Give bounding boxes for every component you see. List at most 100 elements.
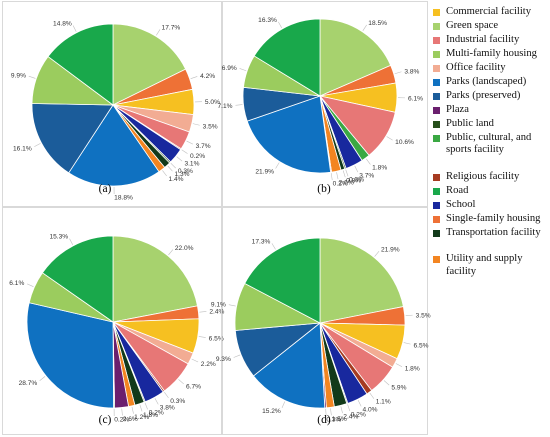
pie-slice-road (47, 23, 114, 106)
slice-data-label: 2.0% (339, 180, 354, 187)
pie-slice-parks-landscaped (26, 302, 114, 409)
slice-data-label: 3.1% (184, 160, 199, 167)
slice-data-label: 6.7% (186, 383, 201, 390)
slice-data-label: 0.2% (114, 416, 129, 423)
leader-line (235, 104, 243, 106)
leader-line (199, 311, 207, 313)
leader-line (34, 143, 41, 147)
leader-line (72, 25, 77, 32)
legend-swatch (433, 65, 440, 72)
slice-data-label: 4.0% (363, 407, 378, 414)
slice-data-label: 3.5% (203, 123, 218, 130)
leader-line (374, 250, 380, 257)
legend-item-school: School (433, 199, 550, 211)
leader-line (340, 406, 343, 414)
pie-chart-a: 17.7% 4.2% 5.0% 3.5% 3.7% 0.2%3.1%0.3%1.3%1.4… (2, 1, 223, 208)
slice-data-label: 10.6% (395, 139, 414, 146)
legend-swatch (433, 107, 440, 114)
slice-data-label: 3.7% (196, 143, 211, 150)
legend-label: Green space (446, 20, 499, 31)
legend-swatch (433, 121, 440, 128)
slice-data-label: 1.5% (332, 416, 347, 423)
panel-caption: (d) (317, 414, 331, 426)
slice-data-label: 1.8% (405, 366, 420, 373)
slice-data-label: 0.2% (149, 410, 164, 417)
leader-line (190, 76, 198, 79)
slice-data-label: 3.5% (416, 312, 431, 319)
pie-slice-green-space (112, 23, 187, 106)
slice-data-label: 6.9% (222, 65, 237, 72)
legend-swatch (433, 37, 440, 44)
leader-line (357, 399, 362, 407)
legend-swatch (433, 173, 440, 181)
legend-label: Industrial facility (446, 34, 520, 45)
slice-data-label: 5.0% (205, 99, 220, 106)
leader-line (186, 140, 194, 145)
pie-slice-parks-preserved (31, 103, 114, 174)
slice-data-label: 21.9% (255, 169, 274, 176)
leader-line (354, 165, 359, 173)
leader-line (144, 402, 148, 410)
pie-chart-b: 18.5% 3.8% 6.1% 10.6% 1.8%3.7%0.3%0.8%2.0%0.… (217, 1, 428, 208)
legend-label: Multi-family housing (446, 48, 537, 59)
legend-swatch (433, 215, 440, 223)
leader-line (164, 392, 169, 399)
legend-label: School (446, 198, 476, 210)
leader-line (228, 304, 236, 307)
slice-data-label: 0.2% (351, 411, 366, 418)
leader-line (168, 249, 174, 256)
legend-label: Public, cultural, and sports facility (446, 132, 532, 156)
legend-swatch (433, 135, 440, 142)
slice-data-label: 0.2% (190, 153, 205, 160)
slice-data-label: 0.3% (170, 398, 185, 405)
legend-item-green-space: Green space (433, 20, 550, 32)
legend-item-parks-landscaped: Parks (landscaped) (433, 76, 550, 88)
panel-border (221, 206, 428, 435)
slice-data-label: 18.8% (114, 194, 133, 201)
leader-line (395, 363, 403, 368)
slice-data-label: 2.2% (201, 361, 216, 368)
slice-data-label: 14.8% (53, 20, 72, 27)
leader-line (342, 170, 346, 178)
slice-data-label: 2.4% (343, 414, 358, 421)
legend-item-commercial-facility: Commercial facility (433, 6, 550, 18)
leader-line (167, 165, 173, 172)
leader-line (383, 380, 390, 386)
legend-swatch (433, 23, 440, 30)
legend-swatch (433, 79, 440, 86)
legend-item-industrial-facility: Industrial facility (433, 34, 550, 46)
legend-label: Road (446, 184, 469, 196)
legend-swatch (433, 9, 440, 16)
leader-line (330, 173, 333, 181)
leader-line (192, 123, 200, 126)
legend-item-transportation-facility: Transportation facility (433, 227, 550, 239)
slice-data-label: 16.3% (258, 17, 277, 24)
pie-slice-road (253, 18, 321, 97)
leader-line (405, 314, 413, 317)
legend-label: Single-family housing (446, 212, 541, 224)
panel-caption: (c) (99, 414, 112, 426)
leader-line (69, 238, 74, 245)
panel-caption: (a) (99, 183, 112, 195)
leader-line (139, 404, 143, 412)
slice-data-label: 22.0% (175, 245, 194, 252)
slice-data-label: 21.9% (381, 246, 400, 253)
slice-data-label: 17.3% (252, 238, 271, 245)
pie-chart-d: 21.9%3.5%6.5%1.8%5.9%1.1%4.0%0.2%2.4%1.5… (211, 206, 431, 435)
leader-line (162, 170, 167, 177)
pie-slice-green-space (319, 18, 392, 97)
legend-label: Parks (preserved) (446, 90, 521, 101)
leader-line (403, 342, 411, 345)
panel-border (2, 206, 223, 435)
slice-data-label: 9.1% (211, 302, 226, 309)
leader-line (347, 404, 351, 412)
leader-line (39, 376, 46, 382)
leader-line (345, 169, 349, 177)
legend-swatch (433, 256, 440, 264)
legend-swatch (433, 187, 440, 195)
leader-line (362, 24, 367, 31)
leader-line (198, 336, 206, 338)
legend-item-plaza: Plaza (433, 104, 550, 116)
slice-data-label: 18.5% (368, 20, 387, 27)
legend-item-road: Road (433, 185, 550, 197)
